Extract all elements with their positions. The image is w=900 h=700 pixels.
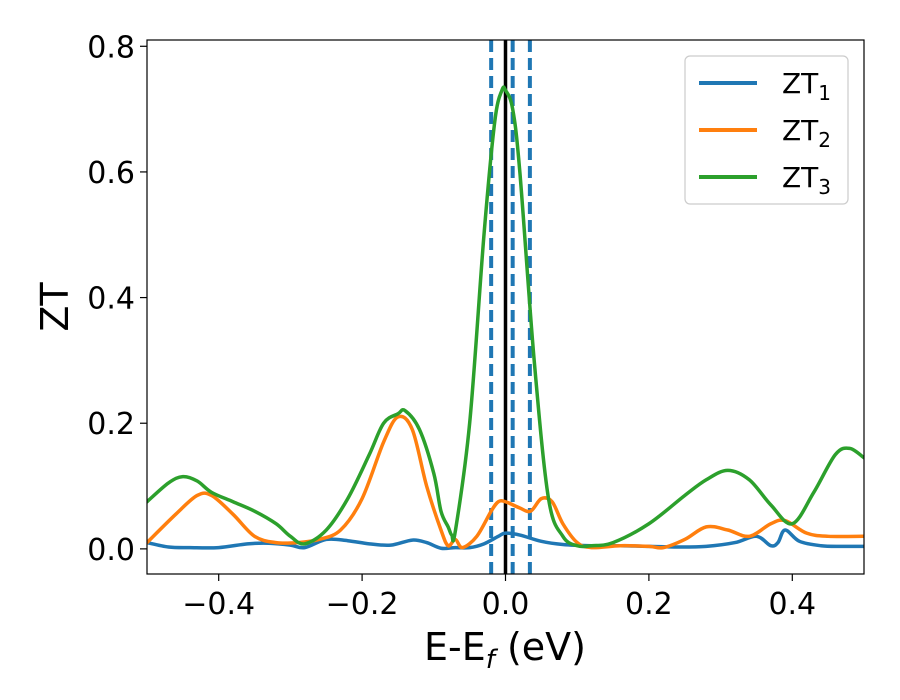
legend: ZT1 ZT2 ZT3 xyxy=(684,55,849,205)
x-tick-label: −0.4 xyxy=(182,587,255,622)
reference-lines xyxy=(489,40,532,574)
x-tick-label: 0.0 xyxy=(482,587,530,622)
x-axis: −0.4 −0.2 0.0 0.2 0.4 xyxy=(182,574,816,622)
y-tick-label: 0.6 xyxy=(87,156,135,191)
series-line-zt3 xyxy=(147,85,864,549)
legend-label-zt1: ZT1 xyxy=(782,67,831,105)
x-axis-title: E-Ef (eV) xyxy=(424,625,586,675)
series-layer xyxy=(147,85,864,551)
series-line-zt1 xyxy=(147,528,864,551)
y-axis-title: ZT xyxy=(33,282,77,332)
y-tick-label: 0.8 xyxy=(87,30,135,65)
legend-items: ZT1 ZT2 ZT3 xyxy=(699,67,831,199)
y-tick-label: 0.2 xyxy=(87,407,135,442)
x-tick-label: 0.2 xyxy=(625,587,673,622)
y-tick-label: 0.4 xyxy=(87,282,135,317)
legend-label-zt2: ZT2 xyxy=(782,114,831,152)
legend-label-zt3: ZT3 xyxy=(782,161,831,199)
x-tick-label: −0.2 xyxy=(326,587,399,622)
y-tick-label: 0.0 xyxy=(87,533,135,568)
x-tick-label: 0.4 xyxy=(768,587,816,622)
legend-box xyxy=(684,55,849,205)
y-axis: 0.0 0.2 0.4 0.6 0.8 xyxy=(87,30,147,568)
